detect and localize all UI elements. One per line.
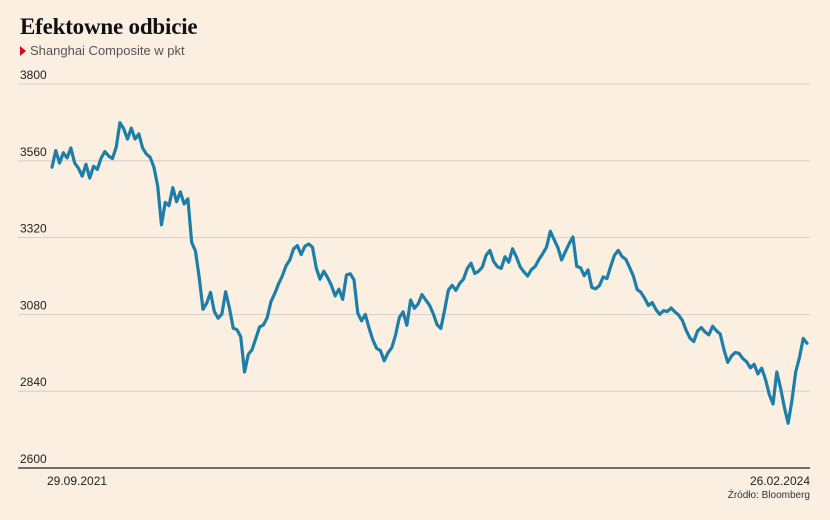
chart-title: Efektowne odbicie <box>20 14 198 39</box>
y-axis-tick-labels: 3800 3560 3320 3080 2840 2600 <box>20 68 47 466</box>
y-tick-label: 3320 <box>20 222 47 236</box>
x-tick-label-end: 26.02.2024 <box>750 474 810 488</box>
source-note: Źródło: Bloomberg <box>727 490 810 501</box>
y-tick-label: 3080 <box>20 298 47 312</box>
y-tick-label: 2840 <box>20 375 47 389</box>
y-tick-label: 3800 <box>20 68 47 82</box>
y-tick-label: 3560 <box>20 145 47 159</box>
y-tick-label: 2600 <box>20 452 47 466</box>
x-tick-label-start: 29.09.2021 <box>47 474 107 488</box>
grid-lines <box>18 83 810 469</box>
chart-subtitle: Shanghai Composite w pkt <box>20 43 185 58</box>
subtitle-text: Shanghai Composite w pkt <box>30 43 185 58</box>
red-triangle-marker-icon <box>20 45 26 56</box>
series-line <box>50 121 809 425</box>
x-axis-tick-labels: 29.09.2021 26.02.2024 <box>47 474 810 488</box>
series-lines <box>50 121 809 425</box>
